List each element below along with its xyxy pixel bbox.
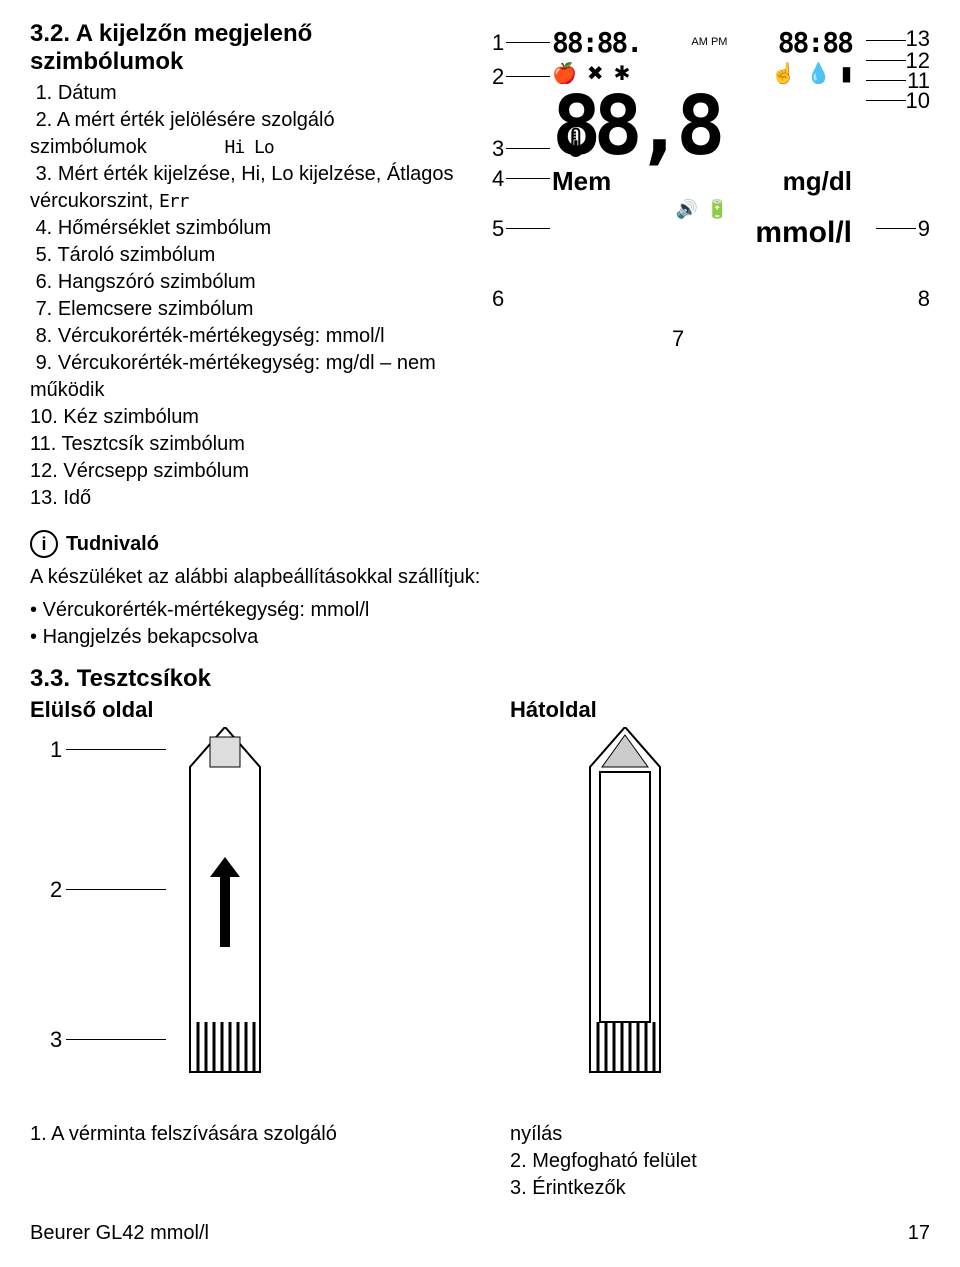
list-item: 12. Vércsepp szimbólum xyxy=(30,458,462,485)
list-item: 9. Vércukorérték-mértékegység: mg/dl – n… xyxy=(30,350,462,404)
strip-callout-2: 2 xyxy=(50,877,62,903)
test-strip-front: 1 2 3 xyxy=(30,727,450,1107)
battery-icon: 🔋 xyxy=(706,199,728,220)
strip-icon: ▮ xyxy=(841,61,852,86)
ampm-label: AM PM xyxy=(691,37,727,48)
bottom-right: nyílás 2. Megfogható felület 3. Érintkez… xyxy=(510,1121,930,1202)
callout-5: 5 xyxy=(492,216,504,242)
list-item: 2. A mért érték jelölésére szolgáló szim… xyxy=(30,107,462,161)
bullet-item: Hangjelzés bekapcsolva xyxy=(30,624,930,651)
thermometer-icon: 🌡 xyxy=(558,130,586,155)
callout-2: 2 xyxy=(492,64,504,90)
info-lead: A készüléket az alábbi alapbeállításokka… xyxy=(30,564,930,591)
segment-date: 88:88. xyxy=(552,26,641,59)
list-item: 3. Mért érték kijelzése, Hi, Lo kijelzés… xyxy=(30,161,462,215)
callout-4: 4 xyxy=(492,166,504,192)
callout-1: 1 xyxy=(492,30,504,56)
test-strip-back xyxy=(510,727,930,1107)
list-item: 10. Kéz szimbólum xyxy=(30,404,462,431)
lcd-display-diagram: 1 2 3 4 5 6 13 12 11 10 9 8 7 xyxy=(492,26,930,366)
back-label: Hátoldal xyxy=(510,697,930,723)
list-item: 1. Dátum xyxy=(30,80,462,107)
callout-9: 9 xyxy=(918,216,930,242)
section-3-2-title: 3.2. A kijelzőn megjelenő szimbólumok xyxy=(30,20,462,76)
symbol-list: 1. Dátum 2. A mért érték jelölésére szol… xyxy=(30,80,462,512)
bullet-item: Vércukorérték-mértékegység: mmol/l xyxy=(30,597,930,624)
list-item: 5. Tároló szimbólum xyxy=(30,242,462,269)
callout-6: 6 xyxy=(492,286,504,312)
mgdl-label: mg/dl xyxy=(783,166,852,197)
list-item: 7. Elemcsere szimbólum xyxy=(30,296,462,323)
list-item: 8. Vércukorérték-mértékegység: mmol/l xyxy=(30,323,462,350)
bottom-left: 1. A vérminta felszívására szolgáló xyxy=(30,1121,450,1202)
segment-value: 🌡 88,8 xyxy=(552,90,852,164)
footer-page: 17 xyxy=(908,1222,930,1245)
info-icon: i xyxy=(30,530,58,558)
list-item: 4. Hőmérséklet szimbólum xyxy=(30,215,462,242)
list-item: 11. Tesztcsík szimbólum xyxy=(30,431,462,458)
callout-10: 10 xyxy=(906,88,930,114)
callout-8: 8 xyxy=(918,286,930,312)
strip-callout-3: 3 xyxy=(50,1027,62,1053)
list-item: 13. Idő xyxy=(30,485,462,512)
strip-callout-1: 1 xyxy=(50,737,62,763)
front-label: Elülső oldal xyxy=(30,697,450,723)
callout-7: 7 xyxy=(672,326,684,352)
info-title: Tudnivaló xyxy=(66,533,159,556)
speaker-icon: 🔊 xyxy=(676,199,698,220)
info-bullets: Vércukorérték-mértékegység: mmol/l Hangj… xyxy=(30,597,930,651)
mmol-label: mmol/l xyxy=(552,216,852,250)
callout-3: 3 xyxy=(492,136,504,162)
list-item: 6. Hangszóró szimbólum xyxy=(30,269,462,296)
segment-time: 88:88 xyxy=(778,26,852,59)
section-3-3-title: 3.3. Tesztcsíkok xyxy=(30,665,930,693)
footer-model: Beurer GL42 mmol/l xyxy=(30,1222,209,1245)
drop-icon: 💧 xyxy=(806,61,831,86)
hand-icon: ☝ xyxy=(771,61,796,86)
